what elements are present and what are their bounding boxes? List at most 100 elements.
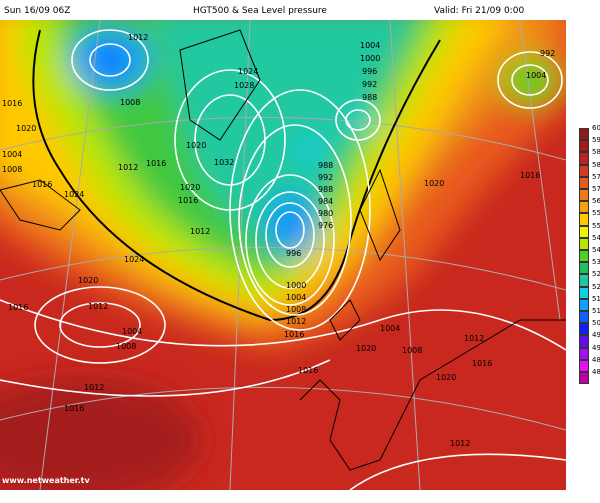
colorbar-label: 594 — [592, 136, 600, 145]
colorbar-swatch — [579, 213, 589, 226]
isobar-label: 1008 — [286, 305, 306, 314]
colorbar-label: 558 — [592, 209, 600, 218]
colorbar-label: 570 — [592, 185, 600, 193]
colorbar-label: 516 — [592, 294, 600, 303]
isobar-label: 1024 — [124, 255, 144, 264]
isobar-label: 1004 — [526, 71, 546, 80]
colorbar-swatch — [579, 225, 589, 238]
552-dam-contour — [32, 29, 441, 322]
colorbar-swatch — [579, 164, 589, 177]
colorbar-swatch — [579, 152, 589, 165]
isobar-label: 1008 — [2, 165, 22, 174]
isobar-label: 1004 — [360, 41, 380, 50]
colorbar-swatch — [579, 335, 589, 348]
isobar-label: 996 — [286, 249, 301, 258]
colorbar-swatch — [579, 323, 589, 336]
isobar-label: 1008 — [120, 98, 140, 107]
colorbar-label: 540 — [592, 246, 600, 254]
isobar-label: 1012 — [84, 383, 104, 392]
colorbar-label: 510 — [592, 307, 600, 315]
isobar-label: 980 — [318, 209, 333, 218]
isobar-label: 1028 — [234, 81, 254, 90]
isobar-label: 1016 — [178, 196, 198, 205]
isobar-label: 1020 — [356, 344, 376, 353]
colorbar-label: 582 — [592, 160, 600, 169]
isobar-label: 1020 — [16, 124, 36, 133]
colorbar-label: 534 — [592, 258, 600, 267]
isobar-label: 1020 — [424, 179, 444, 188]
isobar-label: 1000 — [286, 281, 306, 290]
weather-map: 1012 1008 1016 1020 1004 1008 1024 1016 1016 1012… — [0, 20, 566, 490]
isobar-label: 988 — [318, 185, 333, 194]
colorbar-swatch — [579, 298, 589, 311]
colorbar-label: 486 — [592, 355, 600, 364]
colorbar-label: 528 — [592, 270, 600, 279]
colorbar-label: 564 — [592, 197, 600, 206]
colorbar-swatch — [579, 176, 589, 189]
colorbar-swatch — [579, 140, 589, 153]
isobar-label: 1008 — [116, 342, 136, 351]
colorbar-swatch — [579, 128, 589, 141]
pressure-labels: 1012 1008 1016 1020 1004 1008 1024 1016 1016 1012… — [2, 33, 555, 448]
isobar-label: 1020 — [180, 183, 200, 192]
colorbar-label: 546 — [592, 233, 600, 242]
colorbar-label: 480 — [592, 368, 600, 376]
colorbar-label: 576 — [592, 172, 600, 181]
colorbar-swatch — [579, 262, 589, 275]
colorbar-label: 588 — [592, 148, 600, 157]
coastlines — [0, 29, 566, 471]
run-time: Sun 16/09 06Z — [4, 6, 71, 16]
isobar-label: 1020 — [78, 276, 98, 285]
isobar-label: 1008 — [402, 346, 422, 355]
colorbar-swatch — [579, 311, 589, 324]
isobar-label: 992 — [540, 49, 555, 58]
colorbar-swatch — [579, 274, 589, 287]
isobar-label: 988 — [362, 93, 377, 102]
isobar-label: 992 — [318, 173, 333, 182]
colorbar-label: 492 — [592, 343, 600, 352]
isobar-label: 1016 — [8, 303, 28, 312]
isobar-label: 1004 — [286, 293, 306, 302]
colorbar-label: 498 — [592, 331, 600, 340]
isobar-label: 1016 — [298, 366, 318, 375]
isobar-label: 1016 — [32, 180, 52, 189]
isobar-label: 1004 — [2, 150, 22, 159]
colorbar-label: 522 — [592, 282, 600, 291]
colorbar-label: 504 — [592, 319, 600, 328]
isobar-label: 996 — [362, 67, 377, 76]
colorbar-swatch — [579, 347, 589, 360]
isobar-label: 1020 — [436, 373, 456, 382]
isobar-label: 1012 — [286, 317, 306, 326]
colorbar-swatch — [579, 237, 589, 250]
isobar-label: 976 — [318, 221, 333, 230]
isobar-label: 1016 — [284, 330, 304, 339]
isobar-label: 1004 — [380, 324, 400, 333]
colorbar-swatch — [579, 201, 589, 214]
isobar-label: 1016 — [472, 359, 492, 368]
height-field — [0, 20, 566, 490]
colorbar-label: 552 — [592, 221, 600, 230]
isobar-label: 1024 — [64, 190, 84, 199]
colorbar-swatch — [579, 359, 589, 372]
isobar-label: 1016 — [520, 171, 540, 180]
isobar-label: 1016 — [2, 99, 22, 108]
isobar-label: 1012 — [464, 334, 484, 343]
footer-credit: www.netweather.tv — [2, 476, 90, 485]
chart-title: HGT500 & Sea Level pressure — [193, 6, 327, 16]
isobar-label: 992 — [362, 80, 377, 89]
isobar-label: 1024 — [238, 67, 258, 76]
colorbar-swatch — [579, 372, 589, 385]
colorbar-swatch — [579, 250, 589, 263]
isobar-label: 988 — [318, 161, 333, 170]
isobar-label: 1012 — [450, 439, 470, 448]
isobar-label: 1032 — [214, 158, 234, 167]
isobar-label: 1000 — [360, 54, 380, 63]
isobars — [0, 29, 566, 490]
isobar-label: 1016 — [146, 159, 166, 168]
isobar-label: 984 — [318, 197, 333, 206]
isobar-label: 1012 — [88, 302, 108, 311]
isobar-label: 1012 — [118, 163, 138, 172]
valid-time: Valid: Fri 21/09 0:00 — [434, 6, 525, 16]
isobar-label: 1012 — [128, 33, 148, 42]
colorbar-swatch — [579, 189, 589, 202]
